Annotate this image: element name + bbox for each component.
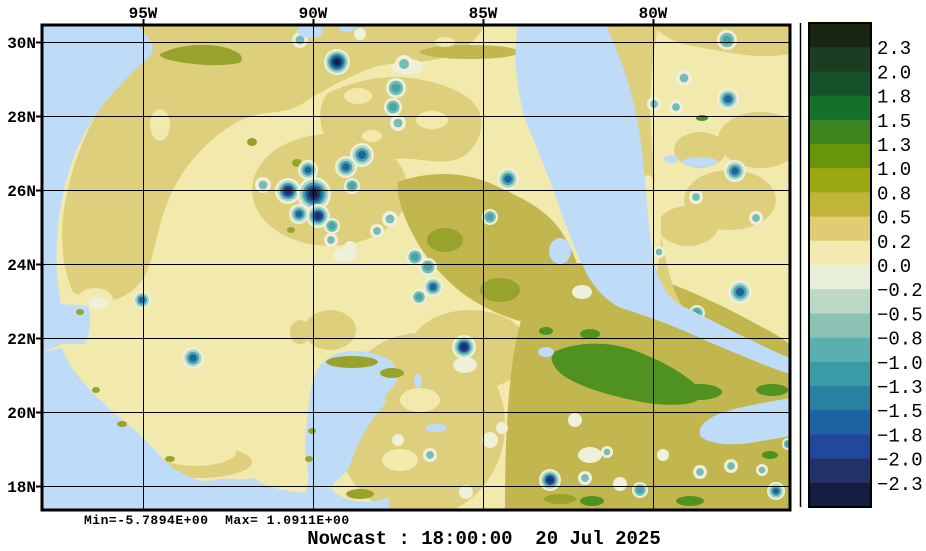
colorbar-label: 0.0 [877, 256, 911, 278]
colorbar-segment [809, 192, 871, 218]
colorbar-label: −2.0 [877, 450, 923, 472]
x-axis-label: 90W [299, 5, 328, 23]
y-axis-label: 30N [7, 35, 36, 53]
colorbar-segment [809, 434, 871, 460]
colorbar-segment [809, 289, 871, 314]
colorbar-segment [809, 119, 871, 145]
colorbar-segment [809, 313, 871, 339]
map-frame [40, 23, 792, 512]
y-axis-label: 22N [7, 331, 36, 349]
colorbar-segment [809, 265, 871, 290]
plot-title: Nowcast : 18:00:00 20 Jul 2025 [307, 528, 661, 550]
colorbar-label: −1.3 [877, 377, 923, 399]
water-mask [42, 25, 790, 510]
colorbar-segment [809, 386, 871, 411]
colorbar-label: 1.5 [877, 111, 911, 133]
colorbar-label: 0.8 [877, 183, 911, 205]
colorbar-label: 1.3 [877, 135, 911, 157]
colorbar-segment [809, 482, 871, 508]
y-axis-label: 24N [7, 257, 36, 275]
colorbar-segment [809, 71, 871, 97]
colorbar-segment [809, 95, 871, 121]
colorbar-segment [809, 410, 871, 435]
colorbar-label: −1.5 [877, 401, 923, 423]
grid-lines [42, 25, 790, 510]
colorbar-frame [808, 22, 872, 508]
colorbar-label: −1.8 [877, 425, 923, 447]
colorbar-segment [809, 361, 871, 387]
colorbar-segment [809, 23, 871, 48]
anomaly-blobs [133, 28, 790, 500]
x-axis-label: 85W [469, 5, 498, 23]
map-field-layer [42, 25, 790, 510]
colorbar-label: −1.0 [877, 353, 923, 375]
colorbar-segment [809, 168, 871, 193]
y-axis-label: 18N [7, 479, 36, 497]
colorbar: 2.32.0 1.81.51.31.00.8 0.50.20.0−0.2−0.5 −0… [808, 22, 923, 508]
minmax-stats: Min=-5.7894E+00 Max= 1.0911E+00 [84, 513, 350, 528]
colorbar-label: 0.5 [877, 208, 911, 230]
colorbar-label: 2.3 [877, 38, 911, 60]
colorbar-label: −0.5 [877, 304, 923, 326]
colorbar-label: 1.8 [877, 87, 911, 109]
colorbar-label: −0.8 [877, 329, 923, 351]
colorbar-label: 0.2 [877, 232, 911, 254]
colorbar-label: 1.0 [877, 159, 911, 181]
y-axis-label: 20N [7, 405, 36, 423]
colorbar-segment [809, 47, 871, 72]
colorbar-label: −0.2 [877, 280, 923, 302]
y-axis-label: 28N [7, 109, 36, 127]
x-axis-label: 95W [129, 5, 158, 23]
colorbar-segment [809, 337, 871, 363]
axis-labels: 95W 90W 85W 80W 30N 28N 26N 24N 22N 20N 18N [7, 5, 668, 497]
colorbar-label: 2.0 [877, 62, 911, 84]
x-axis-label: 80W [639, 5, 668, 23]
colorbar-segment [809, 144, 871, 169]
colorbar-label: −2.3 [877, 474, 923, 496]
colorbar-segment [809, 458, 871, 484]
colorbar-segment [809, 216, 871, 242]
y-axis-label: 26N [7, 183, 36, 201]
colorbar-segment [809, 240, 871, 266]
